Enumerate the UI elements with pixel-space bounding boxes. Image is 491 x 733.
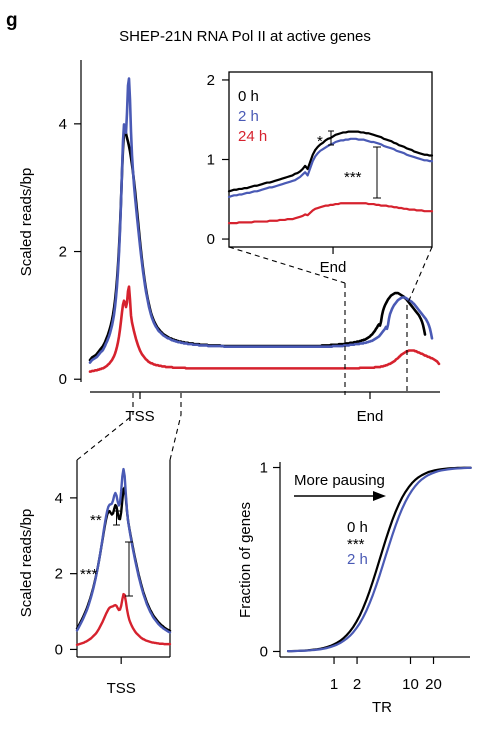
zoom-tss-xtick-label: TSS: [107, 680, 136, 697]
zoom-inset-link-right: [169, 414, 182, 461]
zoom-bracket-small: [113, 510, 120, 526]
inset-end-ytick-label: 2: [207, 72, 215, 89]
cdf-legend-stars: ***: [347, 536, 365, 553]
zoom-inset-link-left: [76, 414, 134, 461]
main-xtick-label: TSS: [125, 408, 154, 425]
zoom-tss-series-24h: [75, 592, 172, 647]
cdf-xtick-label: 20: [425, 676, 442, 693]
main-ytick-label: 0: [59, 371, 67, 388]
cdf-series-2h: [286, 466, 472, 653]
cdf-xtick-label: 1: [330, 676, 338, 693]
main-xtick-label: End: [357, 408, 384, 425]
inset-annot-three-star: ***: [344, 169, 362, 186]
main-ytick-label: 2: [59, 244, 67, 261]
cdf-chart: 01 1 2 10 20 Fraction of genes TR More paus…: [237, 460, 472, 716]
cdf-y-label: Fraction of genes: [237, 502, 254, 618]
inset-legend-2h: 2 h: [238, 108, 259, 125]
main-ytick-label: 4: [59, 116, 67, 133]
cdf-legend-0h: 0 h: [347, 519, 368, 536]
zoom-tss-series-2h: [75, 467, 172, 634]
main-title: SHEP-21N RNA Pol II at active genes: [119, 28, 371, 45]
main-y-ticks: 0 2 4: [59, 116, 81, 388]
zoom-y-label: Scaled reads/bp: [18, 509, 35, 617]
cdf-x-label: TR: [372, 699, 392, 716]
cdf-arrowhead: [373, 491, 386, 501]
panel-label: g: [6, 10, 18, 31]
inset-x-ticks: End: [320, 247, 347, 276]
cdf-xtick-label: 10: [402, 676, 419, 693]
main-series-24h: [88, 285, 441, 373]
main-y-label: Scaled reads/bp: [18, 168, 35, 276]
zoom-y-ticks: 0 2 4: [55, 490, 77, 658]
zoom-series: [75, 467, 172, 647]
cdf-legend-2h: 2 h: [347, 551, 368, 568]
inset-legend-0h: 0 h: [238, 88, 259, 105]
inset-end-series-24h: [227, 202, 434, 225]
inset-frame: [228, 71, 433, 248]
inset-end-ytick-label: 1: [207, 152, 215, 169]
zoom-annot-three-star: ***: [80, 566, 98, 583]
zoom-x-ticks: TSS: [107, 657, 136, 697]
zoom-tss-ytick-label: 0: [55, 641, 63, 658]
zoom-tss-series-0h: [75, 486, 172, 633]
zoom-tss-chart: 0 2 4 TSS Scaled reads/bp ** ***: [18, 414, 182, 697]
inset-y-ticks: 0 1 2: [207, 72, 229, 248]
inset-end-chart: 0 1 2 End 0 h 2 h 24 h * ***: [207, 71, 434, 276]
inset-end-xtick-label: End: [320, 259, 347, 276]
cdf-x-ticks: 1 2 10 20: [330, 657, 442, 693]
main-series-2h: [88, 77, 434, 364]
main-series: [88, 77, 441, 373]
cdf-series: [286, 466, 472, 653]
zoom-annot-two-star: **: [90, 512, 102, 529]
inset-bracket-large: [373, 146, 381, 199]
inset-bracket-small: [328, 130, 334, 146]
inset-link-left: [228, 246, 346, 284]
zoom-tss-ytick-label: 2: [55, 566, 63, 583]
zoom-bracket-large: [125, 541, 133, 597]
inset-legend-24h: 24 h: [238, 128, 267, 145]
main-x-ticks: TSS End: [125, 392, 383, 425]
main-chart: 0 2 4 Scaled reads/bp TSS End: [18, 60, 441, 425]
cdf-xtick-label: 2: [353, 676, 361, 693]
cdf-ytick-label: 0: [260, 643, 268, 660]
cdf-y-ticks: 01: [260, 460, 280, 660]
zoom-tss-ytick-label: 4: [55, 490, 63, 507]
inset-end-ytick-label: 0: [207, 231, 215, 248]
cdf-arrow-label: More pausing: [294, 472, 385, 489]
cdf-ytick-label: 1: [260, 460, 268, 477]
inset-annot-star: *: [317, 133, 323, 150]
inset-link-right: [406, 246, 433, 306]
